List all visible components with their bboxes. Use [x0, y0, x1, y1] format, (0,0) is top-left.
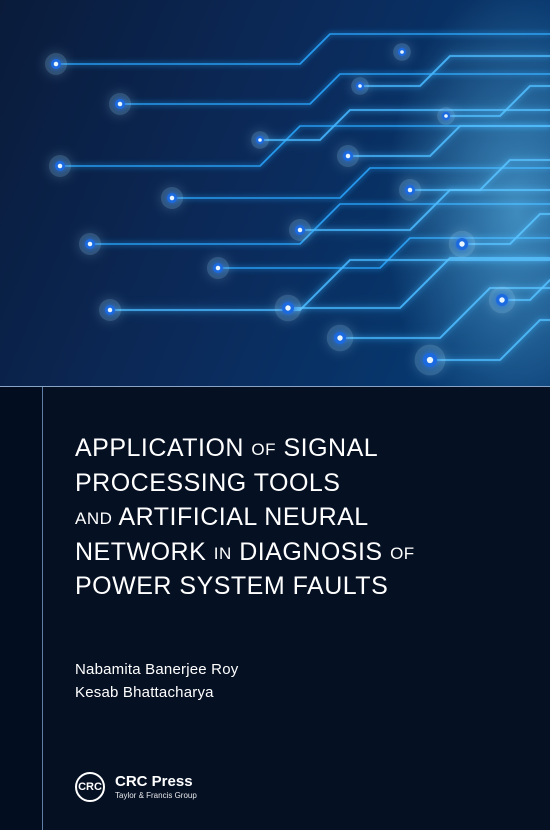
title-word: PROCESSING TOOLS: [75, 469, 340, 497]
publisher-text: CRC Press Taylor & Francis Group: [115, 774, 197, 801]
bottom-panel: APPLICATION OF SIGNAL PROCESSING TOOLS AND…: [0, 387, 550, 830]
title-word: AND: [75, 509, 112, 528]
author-name: Nabamita Banerjee Roy: [75, 658, 512, 681]
book-title: APPLICATION OF SIGNAL PROCESSING TOOLS AND…: [75, 431, 512, 604]
author-name: Kesab Bhattacharya: [75, 681, 512, 704]
title-word: ARTIFICIAL NEURAL: [118, 503, 368, 531]
circuit-svg: [0, 0, 550, 386]
cover-art-circuit: [0, 0, 550, 386]
publisher-name: CRC Press: [115, 774, 197, 789]
title-word: [383, 538, 390, 566]
title-word: [206, 538, 213, 566]
publisher-logo-icon: CRC: [75, 772, 105, 802]
title-word: APPLICATION: [75, 434, 244, 462]
title-word: OF: [251, 440, 276, 459]
title-word: IN: [214, 544, 232, 563]
authors-block: Nabamita Banerjee RoyKesab Bhattacharya: [75, 658, 512, 705]
publisher-tagline: Taylor & Francis Group: [115, 791, 197, 801]
title-word: NETWORK: [75, 538, 206, 566]
publisher-block: CRC CRC Press Taylor & Francis Group: [75, 772, 197, 802]
book-cover: APPLICATION OF SIGNAL PROCESSING TOOLS AND…: [0, 0, 550, 830]
title-word: DIAGNOSIS: [239, 538, 382, 566]
title-word: OF: [390, 544, 415, 563]
title-word: SIGNAL: [283, 434, 378, 462]
title-word: POWER SYSTEM FAULTS: [75, 572, 388, 600]
publisher-logo-text: CRC: [78, 781, 102, 793]
content-area: APPLICATION OF SIGNAL PROCESSING TOOLS AND…: [43, 387, 550, 830]
spine-strip: [0, 387, 42, 830]
